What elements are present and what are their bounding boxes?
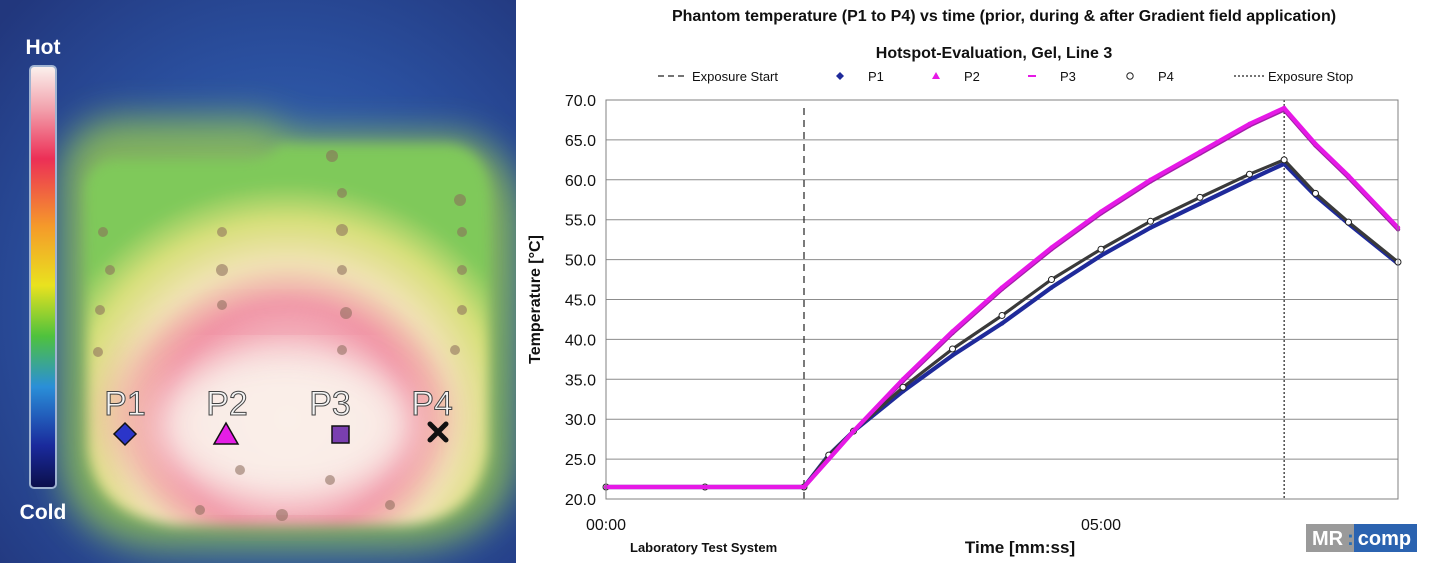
data-point-p2: [1098, 209, 1104, 214]
data-point-p2: [1346, 173, 1351, 179]
data-point-p4: [1048, 276, 1055, 284]
y-tick-label: 55.0: [565, 213, 596, 230]
data-point-p2: [1148, 177, 1153, 182]
legend-label: P4: [1158, 69, 1174, 84]
color-scale-bar: [29, 65, 57, 489]
data-point-p2: [900, 377, 906, 382]
plot-frame: [605, 99, 1399, 500]
legend-triangle-icon: [932, 72, 940, 79]
data-point-p4: [1345, 218, 1352, 226]
data-point-p4: [1246, 170, 1253, 178]
scale-hot-label: Hot: [26, 36, 61, 59]
data-point-p2: [1281, 105, 1287, 111]
thermal-image: Hot Cold P1 P2 P3 P4: [0, 0, 516, 563]
y-tick-label: 60.0: [565, 173, 596, 190]
square-marker-icon: [331, 425, 350, 444]
data-point-p4: [949, 345, 956, 353]
data-point-p2: [950, 329, 955, 334]
data-point-p4: [1280, 156, 1288, 164]
data-point-p1: [1098, 253, 1104, 258]
data-point-p2: [1049, 245, 1054, 250]
data-point-p2: [1247, 121, 1252, 127]
data-point-p4: [1312, 189, 1319, 197]
data-point-p2: [1313, 141, 1318, 147]
x-tick-label: 00:00: [586, 517, 626, 534]
y-tick-label: 30.0: [565, 412, 596, 429]
data-point-p1: [950, 353, 955, 358]
y-tick-label: 70.0: [565, 93, 596, 110]
point-label-p2: P2: [206, 385, 248, 423]
y-tick-label: 40.0: [565, 332, 596, 349]
data-point-p1: [1049, 285, 1054, 290]
legend-label: Exposure Stop: [1268, 69, 1353, 84]
hot-core: [155, 350, 415, 500]
plot-series: [602, 100, 1402, 499]
logo-separator: :: [1347, 524, 1354, 552]
y-tick-label: 25.0: [565, 452, 596, 469]
data-point-p1: [1197, 201, 1203, 206]
data-point-p2: [999, 285, 1005, 290]
axis-ticks: 20.0 25.0 30.0 35.0 40.0 45.0 50.0 55.0 60.0 65.0…: [565, 93, 1121, 534]
logo-mr: MR: [1306, 524, 1348, 552]
y-tick-label: 45.0: [565, 293, 596, 310]
legend-diamond-icon: [836, 72, 844, 80]
triangle-marker-icon: [212, 421, 240, 445]
legend-label: Exposure Start: [692, 69, 778, 84]
point-label-p4: P4: [411, 385, 453, 423]
temperature-chart: Phantom temperature (P1 to P4) vs time (…: [527, 8, 1402, 557]
legend-label: P2: [964, 69, 980, 84]
plot-grid: [606, 99, 1398, 500]
data-point-p1: [1148, 225, 1153, 230]
mrcomp-logo: MR: comp: [1306, 524, 1418, 552]
logo-comp: comp: [1353, 524, 1418, 552]
scale-cold-label: Cold: [20, 501, 67, 524]
data-point-p4: [1147, 217, 1154, 225]
system-label: Laboratory Test System: [630, 540, 777, 555]
data-point-p2: [1197, 149, 1203, 155]
y-tick-label: 20.0: [565, 492, 596, 509]
chart-panel: Phantom temperature (P1 to P4) vs time (…: [516, 0, 1439, 563]
data-point-p1: [999, 321, 1005, 326]
chart-title: Phantom temperature (P1 to P4) vs time (…: [672, 8, 1336, 25]
phantom-dots: [93, 150, 467, 521]
data-point-p1: [1247, 177, 1252, 182]
y-axis-label: Temperature [°C]: [527, 235, 544, 364]
data-point-p4: [998, 311, 1006, 319]
x-tick-label: 05:00: [1081, 517, 1121, 534]
data-point-p4: [1196, 193, 1204, 201]
y-tick-label: 65.0: [565, 133, 596, 150]
data-point-p4: [1097, 245, 1105, 253]
thermal-image-panel: Hot Cold P1 P2 P3 P4: [0, 0, 516, 563]
y-tick-label: 50.0: [565, 253, 596, 270]
chart-subtitle: Hotspot-Evaluation, Gel, Line 3: [876, 45, 1113, 62]
legend-label: P3: [1060, 69, 1076, 84]
data-point-p2: [801, 484, 807, 490]
y-tick-label: 35.0: [565, 372, 596, 389]
data-point-p2: [826, 456, 831, 462]
x-axis-label: Time [mm:ss]: [965, 538, 1075, 557]
legend-label: P1: [868, 69, 884, 84]
point-label-p3: P3: [309, 385, 351, 423]
data-point-p2: [851, 428, 856, 434]
point-label-p1: P1: [104, 385, 146, 423]
cross-marker-icon: [427, 421, 449, 443]
data-point-p2: [702, 484, 708, 490]
legend-circle-icon: [1126, 72, 1134, 80]
diamond-marker-icon: [112, 421, 138, 447]
data-point-p4: [899, 383, 907, 391]
chart-legend: Exposure Start P1 P2 P3 P4 Exposure Stop: [658, 69, 1353, 84]
